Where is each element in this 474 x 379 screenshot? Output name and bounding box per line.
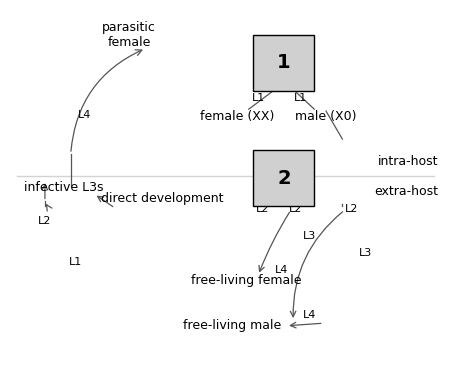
Text: free-living male: free-living male: [183, 319, 282, 332]
Text: direct development: direct development: [101, 192, 223, 205]
Text: free-living female: free-living female: [191, 274, 301, 288]
FancyArrowPatch shape: [291, 323, 321, 328]
FancyArrowPatch shape: [259, 212, 290, 271]
Text: L3: L3: [359, 248, 373, 258]
FancyBboxPatch shape: [254, 34, 314, 91]
Text: 1: 1: [277, 53, 291, 72]
Text: infective L3s: infective L3s: [24, 181, 103, 194]
Text: L4: L4: [275, 265, 288, 275]
Text: L1: L1: [251, 93, 264, 103]
Text: L1: L1: [293, 93, 307, 103]
FancyArrowPatch shape: [71, 50, 142, 151]
Text: female (XX): female (XX): [200, 110, 274, 123]
FancyArrowPatch shape: [46, 205, 52, 211]
Text: L2: L2: [38, 216, 52, 226]
Text: L1: L1: [69, 257, 82, 267]
Text: 2: 2: [277, 169, 291, 188]
Text: L3: L3: [303, 231, 316, 241]
Text: L4: L4: [78, 110, 91, 120]
Text: male (X0): male (X0): [295, 110, 357, 123]
Text: L2: L2: [256, 204, 269, 214]
Text: L2: L2: [345, 204, 358, 214]
FancyBboxPatch shape: [254, 150, 314, 206]
FancyArrowPatch shape: [98, 196, 113, 207]
Text: L4: L4: [303, 310, 316, 319]
Text: L2: L2: [289, 204, 302, 214]
FancyArrowPatch shape: [42, 184, 48, 199]
Text: intra-host: intra-host: [378, 155, 438, 168]
FancyArrowPatch shape: [290, 212, 343, 317]
Text: parasitic
female: parasitic female: [102, 20, 156, 49]
Text: extra-host: extra-host: [374, 185, 438, 198]
